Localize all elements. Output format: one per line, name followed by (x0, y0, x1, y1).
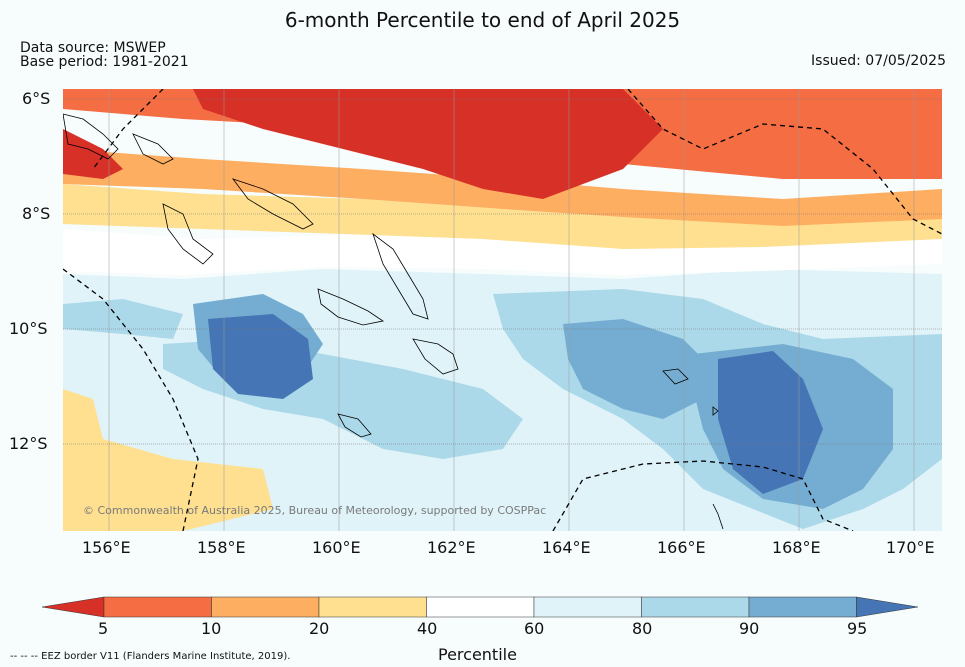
data-source: Data source: MSWEP (20, 40, 166, 56)
issued-date: Issued: 07/05/2025 (811, 53, 946, 69)
cb-tick-60: 60 (524, 619, 545, 638)
percentile-map: © Commonwealth of Australia 2025, Bureau… (63, 89, 942, 531)
colorbar-segment (641, 596, 750, 618)
map-title: 6-month Percentile to end of April 2025 (284, 8, 681, 32)
cb-tick-95: 95 (847, 619, 868, 638)
cb-tick-40: 40 (417, 619, 438, 638)
lon-label-156e: 156°E (82, 538, 131, 557)
coastlines (63, 113, 724, 530)
graticule (63, 89, 942, 531)
cb-tick-20: 20 (309, 619, 330, 638)
base-period: Base period: 1981-2021 (20, 54, 189, 70)
colorbar-extend-low (42, 596, 105, 618)
copyright-text: © Commonwealth of Australia 2025, Bureau… (83, 504, 546, 517)
cb-tick-10: 10 (201, 619, 222, 638)
lon-label-166e: 166°E (657, 538, 706, 557)
colorbar-segment (318, 596, 427, 618)
colorbar-segment (533, 596, 642, 618)
lat-label-12s: 12°S (9, 434, 48, 453)
colorbar-extend-high (856, 596, 919, 618)
colorbar-segment (748, 596, 857, 618)
cb-tick-90: 90 (739, 619, 760, 638)
lat-label-8s: 8°S (22, 204, 51, 223)
eez-borders (63, 89, 942, 531)
lat-label-10s: 10°S (9, 319, 48, 338)
lon-label-168e: 168°E (772, 538, 821, 557)
colorbar-label: Percentile (438, 645, 517, 664)
colorbar-segment (211, 596, 320, 618)
eez-legend-note: -- -- -- EEZ border V11 (Flanders Marine… (10, 651, 291, 662)
colorbar-segment (426, 596, 535, 618)
lat-label-6s: 6°S (22, 89, 51, 108)
colorbar-segment (103, 596, 212, 618)
colorbar (42, 596, 919, 618)
lon-label-160e: 160°E (312, 538, 361, 557)
lon-label-158e: 158°E (197, 538, 246, 557)
percentile-fill (63, 89, 942, 531)
lon-label-170e: 170°E (886, 538, 935, 557)
cb-tick-80: 80 (632, 619, 653, 638)
lon-label-162e: 162°E (427, 538, 476, 557)
lon-label-164e: 164°E (542, 538, 591, 557)
cb-tick-5: 5 (98, 619, 109, 638)
